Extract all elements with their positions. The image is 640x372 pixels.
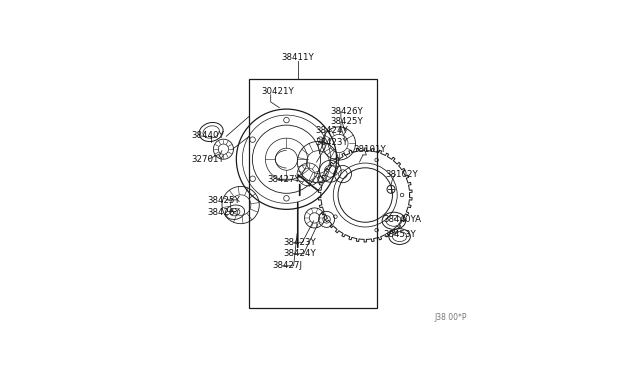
Text: 38426Y: 38426Y (331, 107, 364, 116)
Bar (249, 79, 377, 308)
Text: 38440YA: 38440YA (384, 215, 422, 224)
Text: 38425Y: 38425Y (331, 118, 364, 126)
Text: 38426Y: 38426Y (208, 208, 241, 217)
Text: J38 00*P: J38 00*P (435, 314, 467, 323)
Text: 38102Y: 38102Y (385, 170, 418, 179)
Text: 38101Y: 38101Y (354, 145, 387, 154)
Text: 38411Y: 38411Y (282, 53, 314, 62)
Text: 38453Y: 38453Y (384, 230, 417, 239)
Text: 38425Y: 38425Y (208, 196, 241, 205)
Text: 38423Y: 38423Y (284, 238, 316, 247)
Text: 38440Y: 38440Y (191, 131, 224, 140)
Text: 38424Y: 38424Y (315, 126, 348, 135)
Text: 38423Y: 38423Y (315, 138, 348, 147)
Text: 32701Y: 32701Y (191, 155, 224, 164)
Text: 38427Y: 38427Y (268, 175, 301, 184)
Text: 30421Y: 30421Y (262, 87, 294, 96)
Text: 38427J: 38427J (272, 261, 302, 270)
Text: 38424Y: 38424Y (284, 249, 316, 258)
